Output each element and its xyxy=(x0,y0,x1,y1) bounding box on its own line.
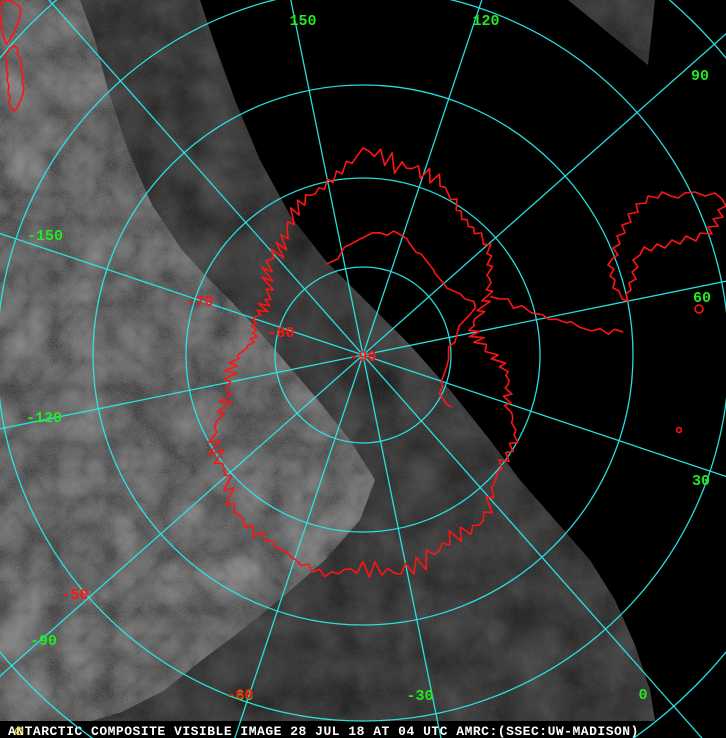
svg-text:ANTARCTIC COMPOSITE VISIBLE IM: ANTARCTIC COMPOSITE VISIBLE IMAGE 28 JUL… xyxy=(8,724,639,738)
svg-text:-90: -90 xyxy=(30,633,57,650)
svg-text:-60: -60 xyxy=(226,687,253,704)
svg-text:-90: -90 xyxy=(349,349,376,366)
svg-text:-120: -120 xyxy=(26,410,62,427)
svg-text:0: 0 xyxy=(638,687,647,704)
svg-text:-150: -150 xyxy=(27,228,63,245)
svg-text:-80: -80 xyxy=(267,325,294,342)
svg-text:90: 90 xyxy=(691,68,709,85)
svg-text:30: 30 xyxy=(692,473,710,490)
svg-text:-50: -50 xyxy=(61,587,88,604)
svg-text:150: 150 xyxy=(289,13,316,30)
svg-text:-30: -30 xyxy=(406,688,433,705)
svg-text:-70: -70 xyxy=(186,294,213,311)
svg-text:60: 60 xyxy=(693,290,711,307)
svg-text:120: 120 xyxy=(472,13,499,30)
